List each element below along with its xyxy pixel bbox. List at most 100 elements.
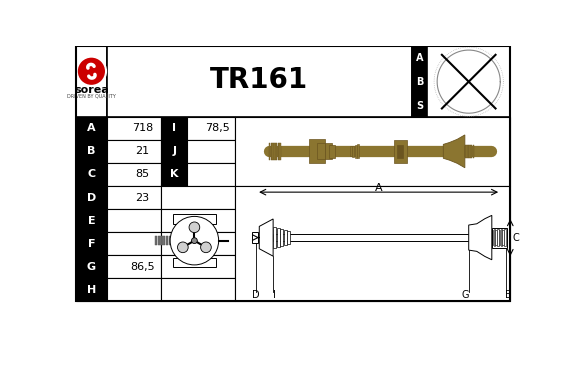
Bar [317,143,324,159]
Bar [156,236,157,245]
Bar [161,186,235,209]
Polygon shape [443,135,465,168]
Bar [235,117,510,186]
Bar [502,230,504,245]
Bar [499,230,500,245]
Bar [252,232,258,243]
Bar [161,163,187,186]
Bar [280,229,283,246]
Bar [279,143,281,160]
Bar [76,209,107,232]
Bar [269,143,271,160]
Bar [500,229,502,246]
Bar [107,255,161,278]
Text: S: S [416,100,423,111]
Text: E: E [88,215,95,226]
Text: B: B [505,290,511,299]
Circle shape [170,216,219,265]
Bar [76,255,107,278]
Bar [158,236,159,245]
Circle shape [77,57,106,86]
Polygon shape [259,219,273,256]
Bar [161,117,187,140]
Bar [187,163,235,186]
Text: 85: 85 [136,170,149,180]
Polygon shape [468,215,492,260]
Text: B: B [87,146,96,156]
Bar [497,229,499,246]
Bar [427,46,510,117]
Bar [355,145,357,158]
Bar [162,236,164,245]
Bar [329,145,335,158]
Bar [274,143,276,160]
Bar [465,145,466,158]
Text: A: A [416,53,423,63]
Bar [284,230,287,245]
Text: G: G [461,290,468,299]
Bar [107,46,412,117]
Bar [76,232,107,255]
Bar [468,145,469,158]
Text: DRIVEN BY QUALITY: DRIVEN BY QUALITY [67,93,116,99]
Bar [187,140,235,163]
Bar [272,143,274,160]
Bar [271,143,272,160]
Bar [161,232,235,255]
Bar [471,145,472,158]
Bar [165,236,166,245]
Bar [277,228,280,247]
Bar [394,140,407,163]
Bar [107,209,161,232]
Text: A: A [87,123,96,133]
Text: J: J [172,146,176,156]
Bar [160,236,161,245]
Bar [173,214,216,224]
Bar [164,236,165,245]
Text: B: B [416,77,423,87]
Text: C: C [88,170,96,180]
Bar [107,117,161,140]
Bar [76,278,107,301]
Bar [466,145,468,158]
Bar [76,186,107,209]
Bar [492,230,493,245]
Bar [76,46,510,301]
Bar [350,146,352,156]
Bar [287,231,290,244]
Text: I: I [273,290,276,299]
Bar [161,209,235,232]
Bar [161,236,162,245]
Bar [358,144,359,158]
Bar [169,236,170,245]
Text: A: A [375,183,383,193]
Text: K: K [170,170,178,180]
Bar [161,255,235,278]
Bar [273,227,276,248]
Text: 23: 23 [136,193,149,202]
Bar [398,145,403,158]
Text: sorea: sorea [74,85,109,95]
Bar [309,139,324,163]
Circle shape [189,222,200,233]
Text: 86,5: 86,5 [130,262,154,272]
Text: TR161: TR161 [210,66,308,94]
Bar [107,232,161,255]
Bar [161,140,187,163]
Bar [352,146,355,157]
Text: F: F [88,239,95,249]
Bar [161,278,235,301]
Bar [76,163,107,186]
Bar [173,257,216,267]
Bar [412,46,427,117]
Bar [495,230,497,245]
Circle shape [177,242,188,253]
Bar [494,229,495,246]
Text: 21: 21 [136,146,149,156]
Text: D: D [252,290,260,299]
Bar [324,143,332,159]
Text: 78,5: 78,5 [205,123,231,133]
Bar [276,143,277,160]
Bar [76,46,107,117]
Bar [235,186,510,301]
